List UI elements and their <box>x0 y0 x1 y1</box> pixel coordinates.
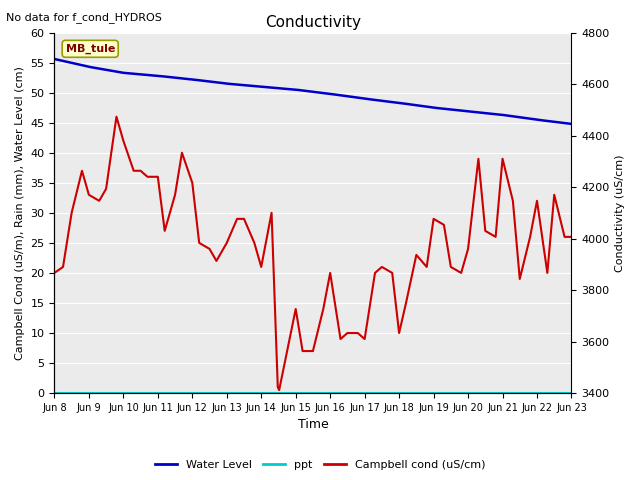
Text: MB_tule: MB_tule <box>65 44 115 54</box>
Y-axis label: Campbell Cond (uS/m), Rain (mm), Water Level (cm): Campbell Cond (uS/m), Rain (mm), Water L… <box>15 66 25 360</box>
Text: No data for f_cond_HYDROS: No data for f_cond_HYDROS <box>6 12 163 23</box>
Y-axis label: Conductivity (uS/cm): Conductivity (uS/cm) <box>615 154 625 272</box>
Title: Conductivity: Conductivity <box>265 15 361 30</box>
X-axis label: Time: Time <box>298 419 328 432</box>
Legend: Water Level, ppt, Campbell cond (uS/cm): Water Level, ppt, Campbell cond (uS/cm) <box>150 456 490 474</box>
